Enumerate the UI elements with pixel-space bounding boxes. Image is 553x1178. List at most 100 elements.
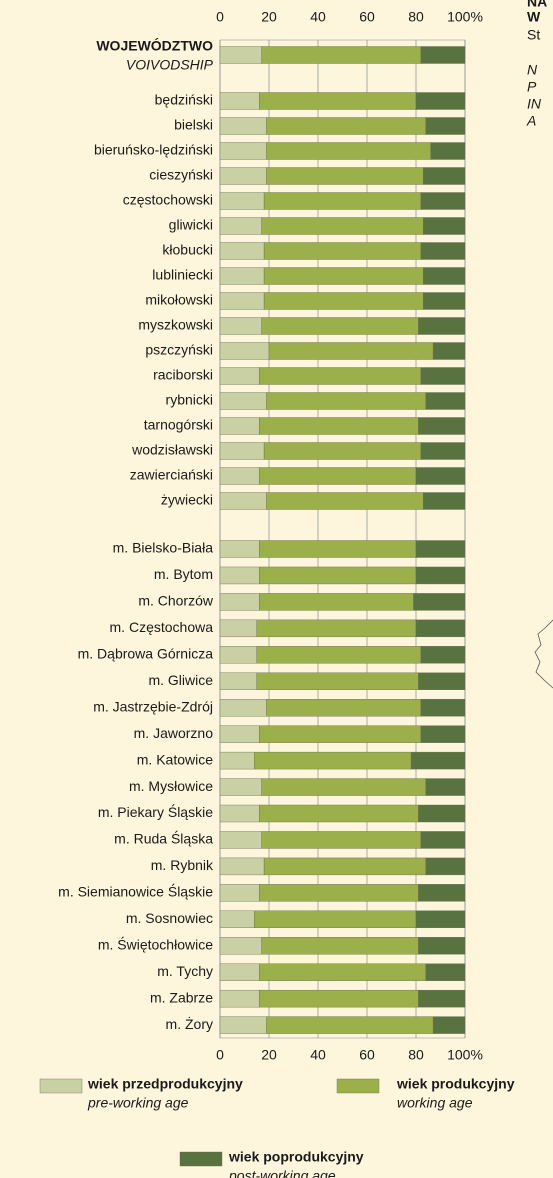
legend-swatch bbox=[39, 1078, 83, 1094]
bar-segment bbox=[219, 646, 257, 664]
bar-segment bbox=[261, 46, 422, 64]
x-tick-label: 20 bbox=[261, 9, 277, 25]
category-label: m. Bielsko-Biała bbox=[113, 540, 214, 556]
bar-segment bbox=[219, 884, 260, 902]
bar-segment bbox=[432, 342, 466, 360]
bar-segment bbox=[266, 117, 426, 135]
bar-segment bbox=[259, 804, 419, 823]
bar-segment bbox=[219, 566, 260, 585]
x-tick-label: 0 bbox=[216, 9, 224, 25]
bar-segment bbox=[266, 142, 431, 160]
bar-segment bbox=[219, 92, 260, 110]
category-label: m. Tychy bbox=[157, 963, 213, 979]
bar-segment bbox=[261, 317, 419, 335]
bar-segment bbox=[219, 963, 260, 981]
category-label: mikołowski bbox=[145, 292, 213, 308]
bar-segment bbox=[219, 46, 262, 64]
bar-segment bbox=[219, 937, 262, 955]
bar-segment bbox=[420, 367, 466, 385]
bar-segment bbox=[219, 267, 265, 285]
category-label: kłobucki bbox=[162, 242, 213, 258]
bar-segment bbox=[259, 593, 414, 611]
bar-segment bbox=[420, 442, 466, 460]
bar-segment bbox=[410, 751, 466, 770]
bar-segment bbox=[259, 566, 417, 585]
x-tick-label: 40 bbox=[310, 1047, 326, 1063]
bar-segment bbox=[261, 831, 422, 849]
bar-segment bbox=[423, 492, 466, 510]
category-label: m. Rybnik bbox=[151, 857, 214, 873]
bar-segment bbox=[219, 910, 255, 928]
category-label: m. Żory bbox=[166, 1015, 213, 1032]
bar-segment bbox=[418, 672, 466, 690]
category-label: częstochowski bbox=[123, 192, 213, 208]
bar-segment bbox=[266, 1016, 434, 1034]
bar-segment bbox=[418, 804, 466, 823]
category-label: m. Bytom bbox=[154, 566, 213, 582]
category-subtitle: VOIVODSHIP bbox=[126, 57, 214, 73]
bar-segment bbox=[219, 142, 267, 160]
bar-segment bbox=[259, 540, 417, 558]
bar-segment bbox=[263, 242, 422, 260]
bar-segment bbox=[259, 367, 422, 385]
bar-segment bbox=[420, 192, 466, 210]
bar-segment bbox=[256, 672, 419, 690]
legend-label: wiek produkcyjny bbox=[396, 1076, 515, 1092]
category-label: cieszyński bbox=[149, 167, 213, 183]
x-tick-label: 80 bbox=[408, 9, 424, 25]
category-label: m. Mysłowice bbox=[129, 778, 213, 794]
bar-segment bbox=[420, 831, 466, 849]
category-label: bielski bbox=[174, 117, 213, 133]
bar-segment bbox=[256, 646, 422, 664]
bar-segment bbox=[425, 778, 466, 796]
x-tick-label: 40 bbox=[310, 9, 326, 25]
bar-segment bbox=[430, 142, 466, 160]
bar-segment bbox=[425, 857, 466, 876]
bar-segment bbox=[425, 963, 466, 981]
bar-segment bbox=[263, 192, 422, 210]
side-text: NA bbox=[527, 0, 547, 10]
category-label: raciborski bbox=[153, 367, 213, 383]
legend-swatch bbox=[179, 1151, 223, 1167]
bar-segment bbox=[266, 699, 422, 717]
x-tick-label: 100% bbox=[447, 1047, 483, 1063]
bar-segment bbox=[415, 619, 466, 638]
bar-segment bbox=[425, 117, 466, 135]
bar-segment bbox=[219, 392, 267, 410]
bar-segment bbox=[418, 937, 466, 955]
category-label: WOJEWÓDZTWO bbox=[96, 37, 213, 54]
bar-segment bbox=[263, 857, 427, 876]
bar-segment bbox=[423, 292, 466, 310]
bar-segment bbox=[219, 857, 265, 876]
bar-segment bbox=[418, 417, 466, 435]
category-label: bieruńsko-lędziński bbox=[94, 142, 213, 158]
legend-label-en: post-working age bbox=[228, 1168, 336, 1178]
bar-segment bbox=[254, 751, 412, 770]
category-label: m. Ruda Śląska bbox=[114, 830, 213, 847]
bar-segment bbox=[219, 672, 257, 690]
bar-segment bbox=[254, 910, 417, 928]
bar-segment bbox=[219, 831, 262, 849]
side-text: A bbox=[526, 113, 536, 129]
legend-label-en: working age bbox=[397, 1095, 473, 1111]
side-text: IN bbox=[527, 96, 542, 112]
bar-segment bbox=[263, 267, 424, 285]
bar-segment bbox=[219, 317, 262, 335]
category-label: m. Jaworzno bbox=[134, 725, 214, 741]
bar-segment bbox=[219, 167, 267, 185]
bar-segment bbox=[418, 884, 466, 902]
bar-segment bbox=[413, 593, 466, 611]
bar-segment bbox=[266, 167, 424, 185]
side-text: P bbox=[527, 79, 537, 95]
category-label: m. Piekary Śląskie bbox=[98, 803, 213, 820]
bar-segment bbox=[219, 804, 260, 823]
bar-segment bbox=[219, 117, 267, 135]
bar-segment bbox=[261, 217, 424, 235]
bar-segment bbox=[259, 884, 419, 902]
bar-segment bbox=[259, 467, 417, 485]
bar-segment bbox=[420, 725, 466, 743]
side-text: W bbox=[527, 9, 541, 25]
bar-segment bbox=[423, 167, 466, 185]
bar-segment bbox=[423, 217, 466, 235]
